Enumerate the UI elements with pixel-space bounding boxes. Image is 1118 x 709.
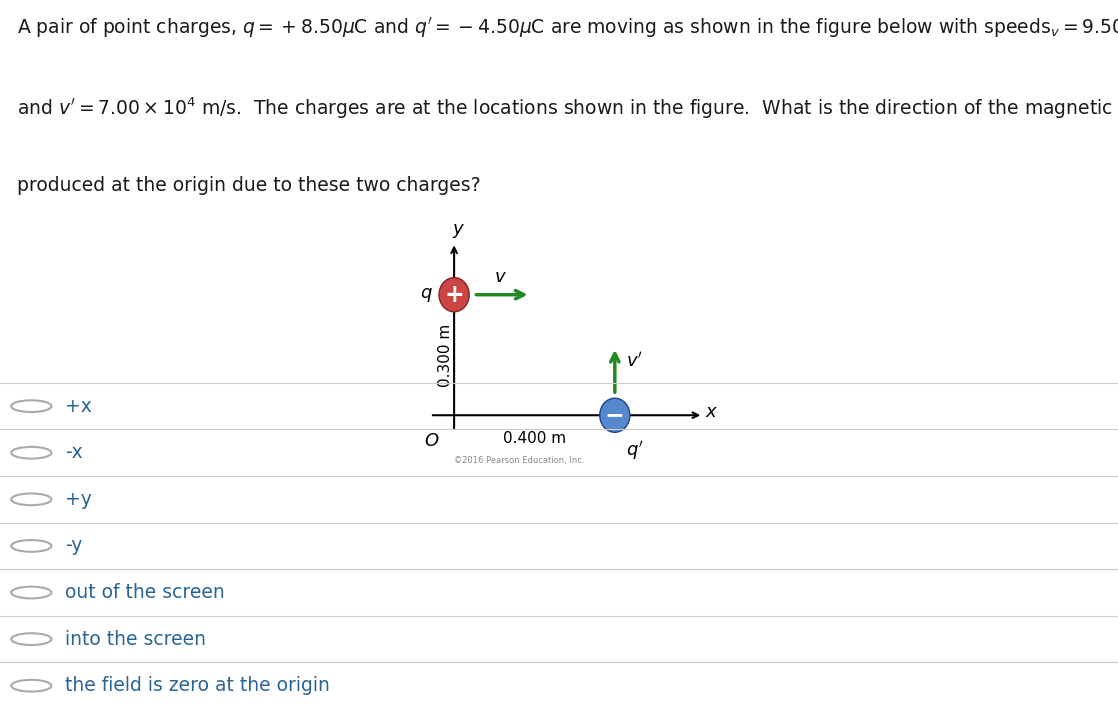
Text: +x: +x: [65, 396, 92, 415]
Text: produced at the origin due to these two charges?: produced at the origin due to these two …: [17, 176, 481, 195]
Text: 0.300 m: 0.300 m: [438, 323, 453, 386]
Text: A pair of point charges, $q = +8.50\mu$C and $q' = -4.50\mu$C are moving as show: A pair of point charges, $q = +8.50\mu$C…: [17, 14, 1118, 40]
Text: -x: -x: [65, 443, 83, 462]
Text: 0.400 m: 0.400 m: [503, 431, 566, 446]
Text: $q'$: $q'$: [626, 439, 644, 462]
Text: $v'$: $v'$: [626, 352, 643, 371]
Text: ©2016 Pearson Education, Inc.: ©2016 Pearson Education, Inc.: [454, 457, 585, 465]
Text: $y$: $y$: [453, 223, 465, 240]
Text: +y: +y: [65, 490, 92, 509]
Ellipse shape: [599, 398, 629, 432]
Ellipse shape: [439, 278, 470, 312]
Text: into the screen: into the screen: [65, 630, 206, 649]
Text: -y: -y: [65, 537, 83, 555]
Text: and $v' = 7.00 \times 10^4$ m/s.  The charges are at the locations shown in the : and $v' = 7.00 \times 10^4$ m/s. The cha…: [17, 95, 1118, 121]
Text: out of the screen: out of the screen: [65, 583, 225, 602]
Text: $v$: $v$: [494, 268, 506, 286]
Text: +: +: [444, 283, 464, 307]
Text: $q$: $q$: [420, 286, 433, 303]
Text: $O$: $O$: [424, 432, 439, 450]
Text: $x$: $x$: [705, 403, 719, 421]
Text: −: −: [605, 403, 625, 428]
Text: the field is zero at the origin: the field is zero at the origin: [65, 676, 330, 696]
